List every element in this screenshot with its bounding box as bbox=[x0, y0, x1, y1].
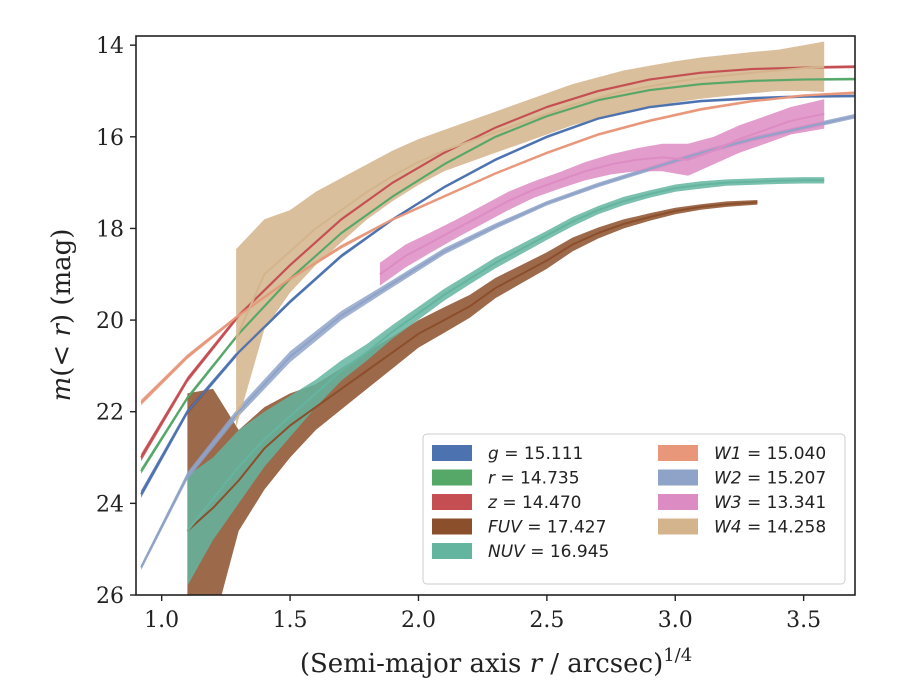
y-tick-label-5: 24 bbox=[96, 492, 124, 517]
x-tick-label-2: 2.0 bbox=[401, 608, 436, 633]
legend: g = 15.111 r = 14.735 z = 14.470 FUV = 17.4… bbox=[422, 433, 846, 585]
legend-swatch-w2 bbox=[658, 469, 698, 486]
legend-label-nuv: NUV = 16.945 bbox=[488, 542, 609, 562]
x-axis: 1.0 1.5 2.0 2.5 3.0 3.5 bbox=[144, 595, 821, 633]
y-axis: 14 16 18 20 22 24 26 bbox=[96, 34, 136, 609]
x-axis-title-sup: 1/4 bbox=[663, 645, 692, 666]
series-line-g bbox=[140, 95, 855, 495]
x-tick-label-1: 1.5 bbox=[273, 608, 308, 633]
legend-swatch-z bbox=[432, 494, 472, 510]
legend-swatch-nuv bbox=[432, 543, 472, 559]
y-tick-label-6: 26 bbox=[96, 584, 124, 609]
y-tick-label-2: 18 bbox=[96, 217, 124, 242]
legend-label-w3: W3 = 13.341 bbox=[714, 493, 826, 513]
series-line-r bbox=[140, 78, 855, 472]
x-axis-title-mid: / arcsec) bbox=[542, 649, 663, 679]
y-tick-label-3: 20 bbox=[96, 309, 124, 334]
y-axis-title-var2: r bbox=[47, 323, 77, 337]
legend-swatch-w1 bbox=[658, 445, 698, 461]
y-axis-title-open: (< bbox=[47, 337, 77, 377]
x-tick-label-3: 2.5 bbox=[529, 608, 564, 633]
y-tick-label-0: 14 bbox=[96, 34, 124, 59]
x-axis-title-var: r bbox=[530, 649, 544, 679]
plot-frame bbox=[135, 35, 856, 596]
legend-label-z: z = 14.470 bbox=[487, 493, 581, 513]
legend-label-g: g = 15.111 bbox=[488, 444, 583, 464]
legend-box bbox=[422, 433, 846, 585]
legend-swatch-g bbox=[432, 445, 472, 461]
legend-label-w4: W4 = 14.258 bbox=[714, 518, 826, 538]
series-band-w3 bbox=[379, 99, 825, 286]
data-lines bbox=[140, 65, 855, 568]
legend-label-r: r = 14.735 bbox=[488, 469, 580, 489]
x-axis-title: (Semi-major axis r / arcsec)1/4 bbox=[300, 645, 692, 679]
y-axis-title-var: m bbox=[47, 377, 77, 402]
x-tick-label-4: 3.0 bbox=[658, 608, 693, 633]
x-axis-title-pre: (Semi-major axis bbox=[300, 649, 530, 679]
legend-label-w1: W1 = 15.040 bbox=[714, 444, 826, 464]
legend-label-fuv: FUV = 17.427 bbox=[488, 518, 606, 538]
series-line-w2 bbox=[140, 115, 855, 568]
series-line-nuv bbox=[186, 179, 825, 532]
legend-swatch-w3 bbox=[658, 494, 698, 510]
x-tick-label-0: 1.0 bbox=[144, 608, 179, 633]
legend-swatch-w4 bbox=[658, 518, 698, 535]
y-axis-title-close: ) (mag) bbox=[47, 229, 77, 325]
x-tick-label-5: 3.5 bbox=[786, 608, 821, 633]
y-tick-label-4: 22 bbox=[96, 401, 124, 426]
y-tick-label-1: 16 bbox=[96, 126, 124, 151]
legend-swatch-r bbox=[432, 469, 472, 486]
series-band-nuv bbox=[187, 177, 825, 586]
series-line-z bbox=[140, 65, 855, 459]
series-line-w3 bbox=[379, 112, 825, 276]
series-line-w1 bbox=[140, 91, 855, 404]
series-line-fuv bbox=[186, 201, 758, 532]
legend-swatch-fuv bbox=[432, 518, 472, 535]
series-line-w4 bbox=[235, 65, 825, 339]
legend-label-w2: W2 = 15.207 bbox=[714, 469, 826, 489]
y-axis-title: m(< r) (mag) bbox=[47, 229, 77, 402]
